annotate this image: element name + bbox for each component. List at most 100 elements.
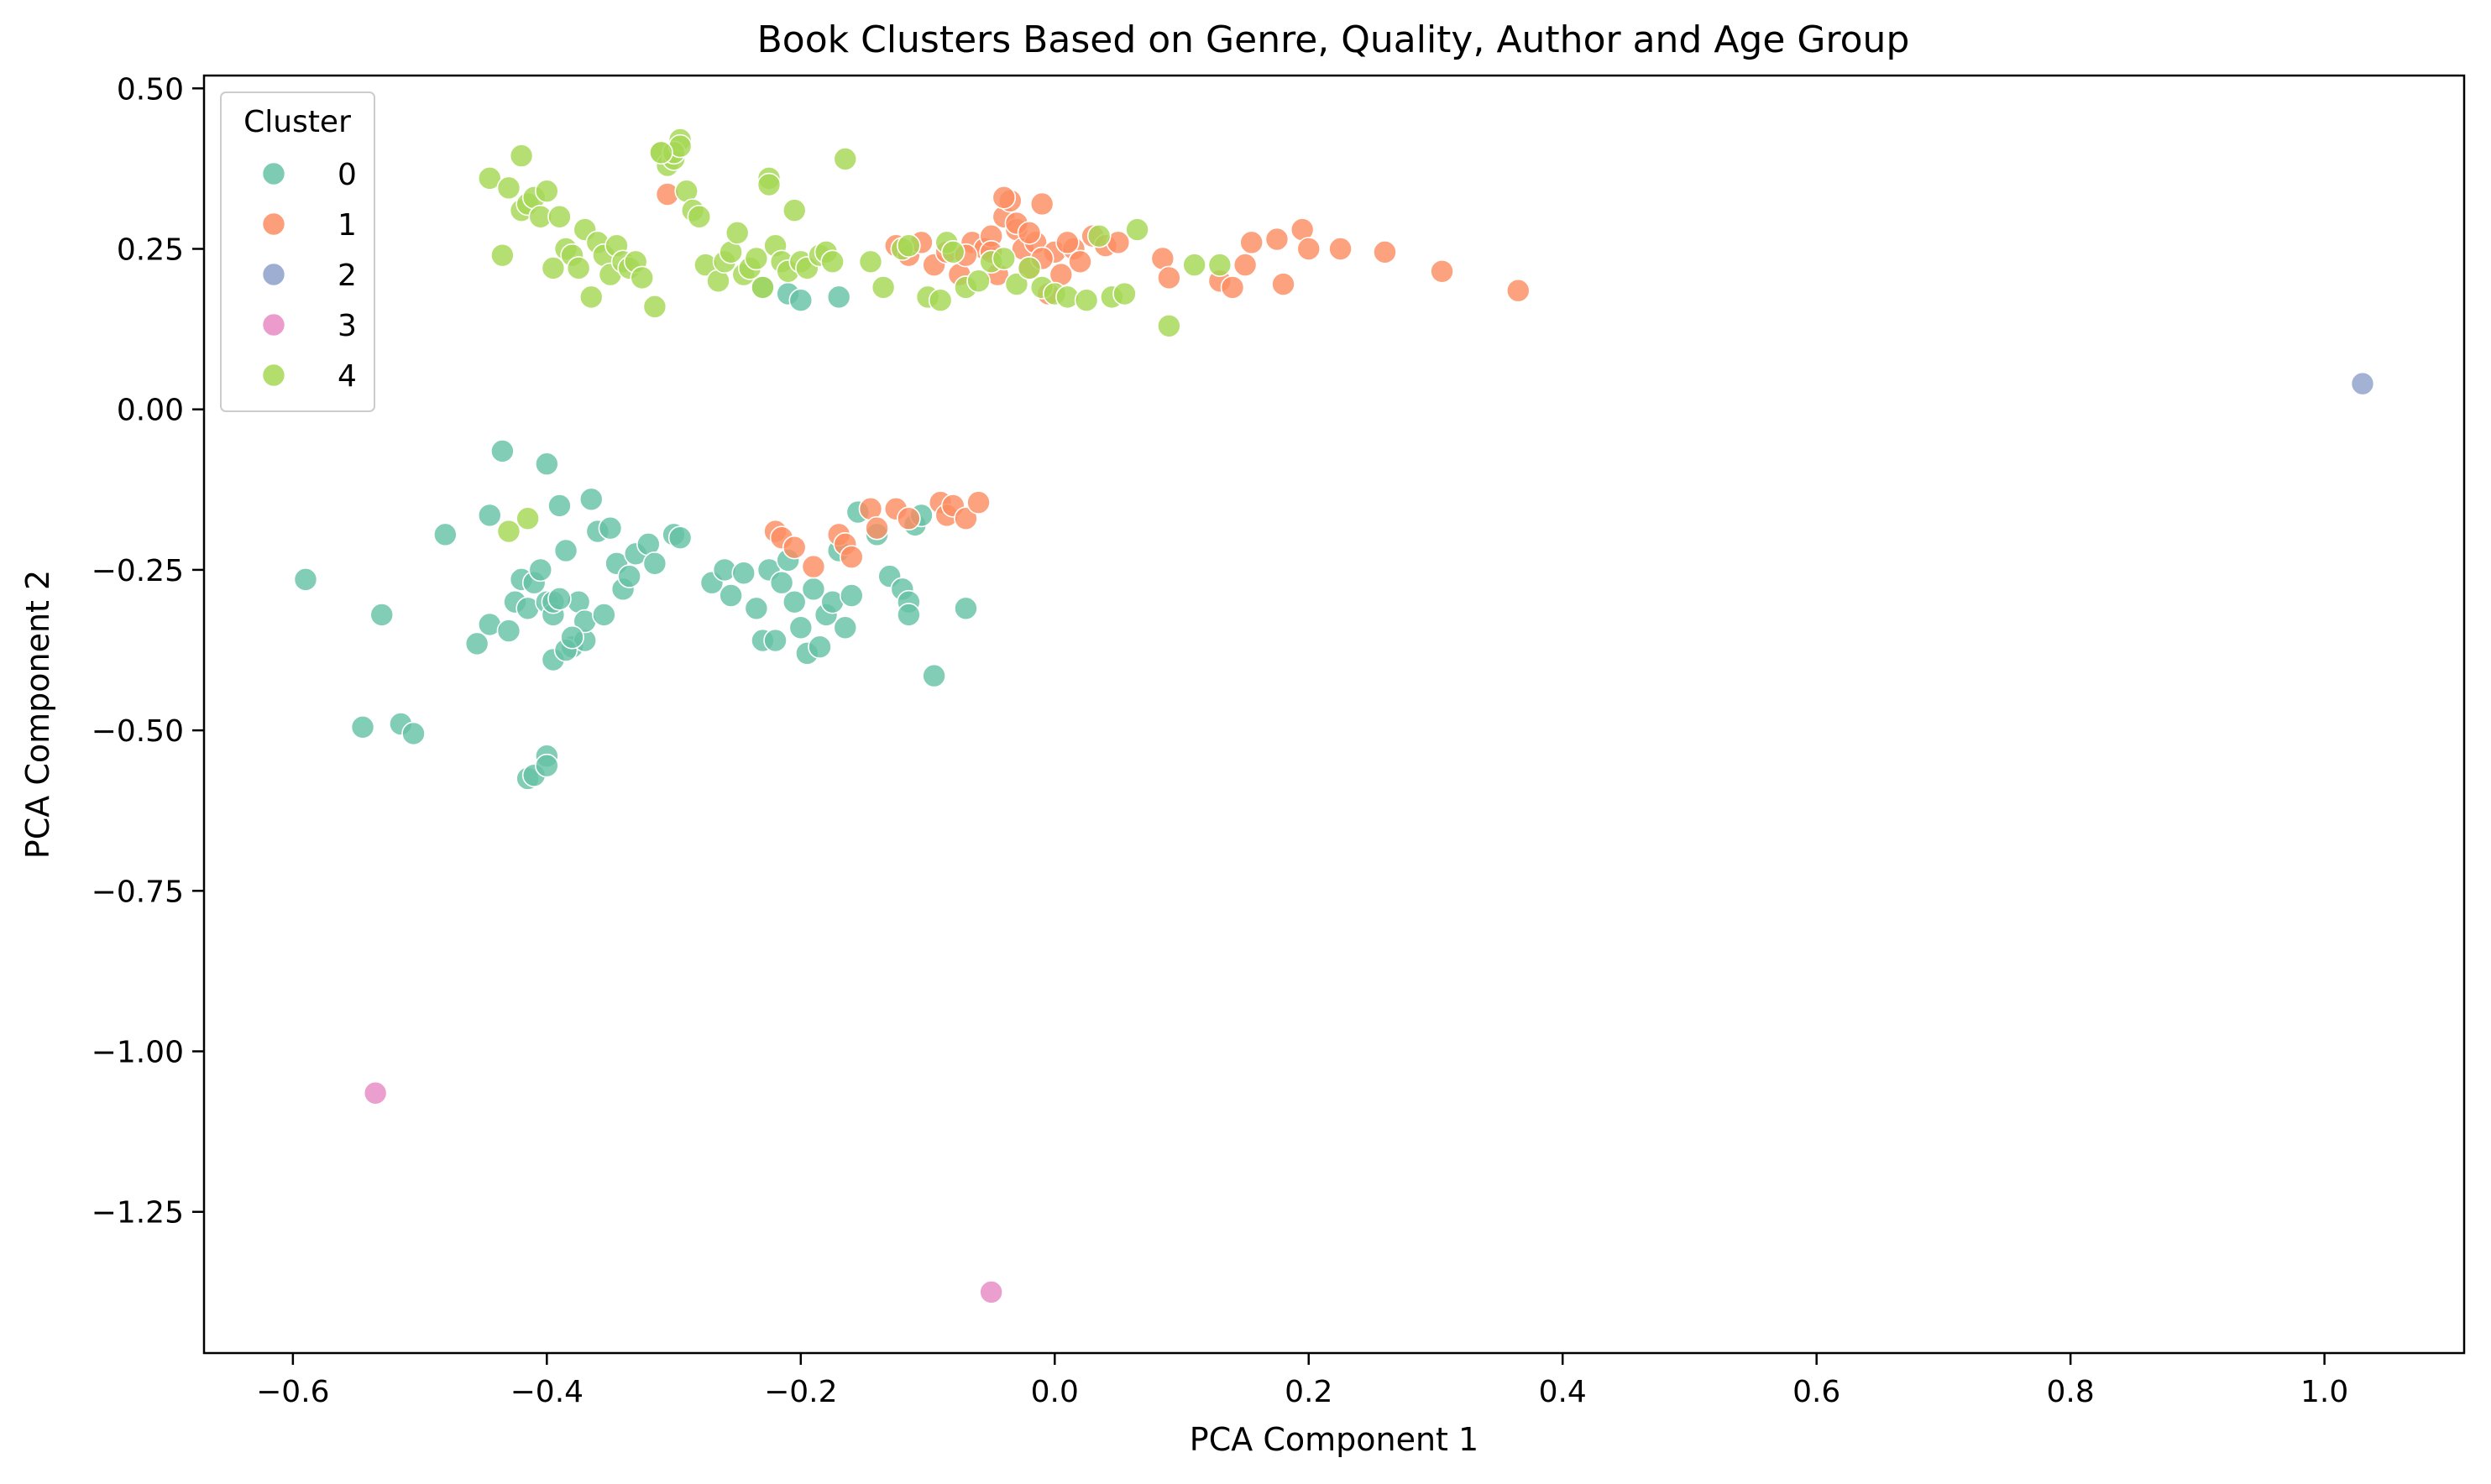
cluster-1-point [865,515,889,541]
cluster-1-point [992,186,1017,210]
cluster-0-point [954,596,978,621]
cluster-0-point [578,487,604,512]
cluster-0-point [369,603,395,627]
cluster-4-point [1125,217,1149,242]
cluster-4-point [541,256,566,280]
y-axis-label: PCA Component 2 [19,570,56,859]
cluster-1-point [1055,230,1080,255]
cluster-4-point [992,246,1017,271]
cluster-4-point [858,249,883,274]
cluster-0-point [719,583,743,608]
y-tick-label: −0.25 [92,554,184,588]
cluster-3-point [363,1080,388,1105]
cluster-4-point [1017,256,1042,280]
cluster-4-point [515,506,540,531]
cluster-0-point [598,515,623,541]
cluster-4-point [820,249,845,274]
legend-label-1: 1 [338,208,357,243]
legend-marker-4 [261,363,286,388]
cluster-1-point [1296,237,1321,261]
cluster-0-point [788,288,814,312]
x-tick-label: −0.4 [510,1375,584,1409]
cluster-1-point [1239,230,1264,255]
legend-marker-2 [261,262,286,287]
cluster-4-point [1112,281,1137,306]
cluster-1-point [1232,253,1258,277]
cluster-1-point [840,545,864,569]
cluster-0-point [642,551,667,576]
cluster-0-point [826,285,851,310]
cluster-4-point [578,285,604,310]
cluster-4-point [1182,253,1206,277]
cluster-4-point [1086,223,1112,248]
cluster-4-point [477,166,502,191]
y-tick-label: 0.00 [117,394,184,428]
cluster-4-point [725,221,750,245]
x-axis-label: PCA Component 1 [1190,1421,1478,1458]
cluster-0-point [547,494,572,518]
cluster-0-point [496,619,521,643]
cluster-4-point [509,144,534,168]
cluster-0-point [763,628,788,653]
cluster-4-point [630,265,655,290]
cluster-1-point [782,535,807,560]
points-layer [293,128,2375,1304]
cluster-0-point [560,624,584,650]
cluster-0-point [401,721,426,746]
cluster-1-point [1505,278,1531,303]
y-axis: 0.50 0.25 0.00 −0.25 −0.50 −0.75 −1.00 −1.25 [92,72,204,1231]
x-tick-label: 0.4 [1539,1375,1587,1409]
cluster-4-point [966,269,991,294]
x-tick-label: 0.2 [1285,1375,1332,1409]
cluster-4-point [1004,272,1029,296]
cluster-4-point [642,295,667,319]
y-tick-label: −0.75 [92,875,184,909]
legend-marker-0 [261,161,286,186]
cluster-1-point [1220,275,1245,300]
cluster-0-point [528,557,553,583]
cluster-0-point [477,503,502,528]
cluster-1-point [1017,221,1042,245]
cluster-0-point [808,635,832,659]
cluster-4-point [496,519,521,544]
y-tick-label: −0.50 [92,714,184,749]
legend-marker-1 [261,212,286,237]
cluster-0-point [592,603,616,627]
y-tick-label: −1.25 [92,1196,184,1231]
cluster-0-point [350,714,375,739]
legend-label-2: 2 [338,259,357,293]
cluster-1-point [1068,249,1092,274]
cluster-4-point [928,288,953,312]
cluster-4-point [940,240,966,264]
x-tick-label: −0.6 [256,1375,329,1409]
cluster-4-point [649,140,673,165]
cluster-4-point [547,204,572,229]
cluster-0-point [897,603,921,627]
cluster-4-point [833,147,858,171]
cluster-1-point [801,554,826,579]
cluster-1-point [1271,272,1295,296]
x-tick-label: 1.0 [2300,1375,2348,1409]
cluster-0-point [617,564,641,588]
cluster-1-point [966,490,991,515]
cluster-4-point [1157,313,1181,338]
legend-entries: 0 1 2 3 4 [261,158,357,394]
cluster-4-point [687,204,712,229]
x-tick-label: −0.2 [764,1375,837,1409]
legend-label-0: 0 [338,158,357,192]
chart-title: Book Clusters Based on Genre, Quality, A… [757,18,1910,61]
cluster-0-point [782,589,807,614]
cluster-0-point [535,753,559,778]
cluster-0-point [553,538,578,563]
cluster-4-point [897,233,921,258]
legend-marker-3 [261,312,286,337]
cluster-1-point [1029,191,1054,217]
cluster-4-point [744,246,769,271]
legend-frame [220,91,375,412]
cluster-1-point [954,506,978,531]
cluster-0-point [840,583,864,608]
legend-label-4: 4 [338,359,357,394]
x-tick-label: 0.0 [1031,1375,1079,1409]
cluster-4-point [782,198,807,222]
